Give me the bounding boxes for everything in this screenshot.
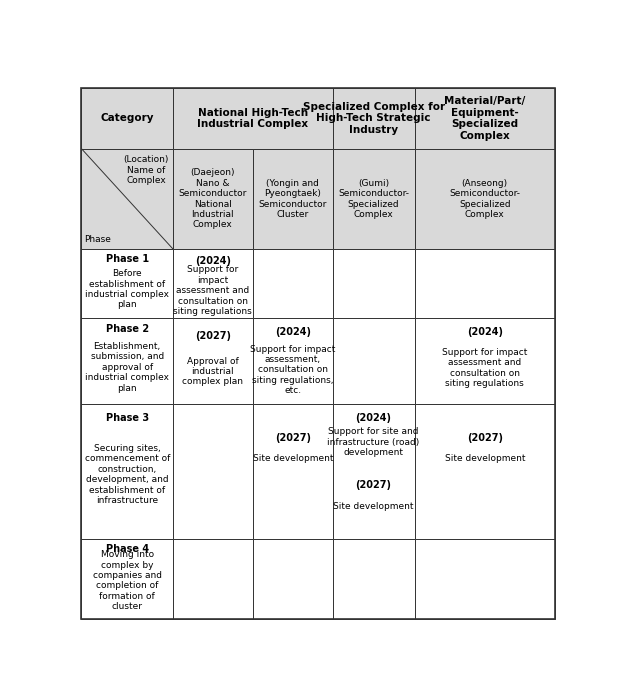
- Bar: [173, 249, 253, 318]
- Bar: [81, 540, 173, 619]
- Text: (2027): (2027): [356, 480, 392, 490]
- Text: (2027): (2027): [195, 330, 231, 341]
- Bar: [81, 148, 173, 249]
- Text: (2024): (2024): [356, 413, 392, 423]
- Text: Phase 1: Phase 1: [106, 254, 149, 265]
- Text: Site development: Site development: [333, 503, 414, 512]
- Bar: [415, 404, 555, 540]
- Text: (2027): (2027): [467, 433, 503, 443]
- Text: Material/Part/
Equipment-
Specialized
Complex: Material/Part/ Equipment- Specialized Co…: [444, 96, 525, 141]
- Text: Phase 2: Phase 2: [106, 323, 149, 334]
- Text: (2024): (2024): [195, 256, 231, 267]
- Bar: [333, 540, 414, 619]
- Text: National High-Tech
Industrial Complex: National High-Tech Industrial Complex: [197, 108, 309, 130]
- Bar: [415, 249, 555, 318]
- Bar: [415, 148, 555, 249]
- Bar: [415, 318, 555, 404]
- Text: (Location)
Name of
Complex: (Location) Name of Complex: [124, 155, 169, 185]
- Bar: [333, 318, 414, 404]
- Text: (2024): (2024): [274, 327, 310, 337]
- Text: Approval of
industrial
complex plan: Approval of industrial complex plan: [183, 357, 243, 386]
- Text: Support for impact
assessment,
consultation on
siting regulations,
etc.: Support for impact assessment, consultat…: [250, 344, 335, 395]
- Text: Support for site and
infrastructure (road)
development: Support for site and infrastructure (roa…: [327, 427, 420, 457]
- Bar: [81, 318, 173, 404]
- Text: Site development: Site development: [253, 454, 333, 463]
- Text: Support for impact
assessment and
consultation on
siting regulations: Support for impact assessment and consul…: [442, 348, 527, 388]
- Text: Phase 4: Phase 4: [106, 544, 149, 554]
- Text: Specialized Complex for
High-Tech Strategic
Industry: Specialized Complex for High-Tech Strate…: [302, 102, 445, 135]
- Bar: [81, 404, 173, 540]
- Text: Before
establishment of
industrial complex
plan: Before establishment of industrial compl…: [85, 270, 169, 309]
- Text: Site development: Site development: [445, 454, 525, 463]
- Bar: [415, 540, 555, 619]
- Text: (Anseong)
Semiconductor-
Specialized
Complex: (Anseong) Semiconductor- Specialized Com…: [449, 178, 520, 219]
- Text: Phase: Phase: [84, 234, 111, 244]
- Bar: [173, 148, 253, 249]
- Text: Category: Category: [101, 113, 154, 123]
- Text: Moving into
complex by
companies and
completion of
formation of
cluster: Moving into complex by companies and com…: [93, 550, 161, 611]
- Text: (Gumi)
Semiconductor-
Specialized
Complex: (Gumi) Semiconductor- Specialized Comple…: [338, 178, 409, 219]
- Bar: [333, 249, 414, 318]
- Bar: [333, 404, 414, 540]
- Text: (2024): (2024): [467, 327, 503, 337]
- Bar: [333, 148, 414, 249]
- Text: (Daejeon)
Nano &
Semiconductor
National
Industrial
Complex: (Daejeon) Nano & Semiconductor National …: [179, 168, 247, 230]
- Text: Support for
impact
assessment and
consultation on
siting regulations: Support for impact assessment and consul…: [173, 265, 252, 316]
- Bar: [173, 404, 253, 540]
- Text: Securing sites,
commencement of
construction,
development, and
establishment of
: Securing sites, commencement of construc…: [84, 444, 170, 505]
- Text: Establishment,
submission, and
approval of
industrial complex
plan: Establishment, submission, and approval …: [85, 342, 169, 393]
- Text: (2027): (2027): [274, 433, 310, 443]
- Bar: [253, 540, 333, 619]
- Bar: [333, 88, 414, 148]
- Bar: [81, 88, 173, 148]
- Bar: [173, 540, 253, 619]
- Bar: [253, 404, 333, 540]
- Text: (Yongin and
Pyeongtaek)
Semiconductor
Cluster: (Yongin and Pyeongtaek) Semiconductor Cl…: [258, 178, 327, 219]
- Text: Phase 3: Phase 3: [106, 413, 149, 423]
- Bar: [415, 88, 555, 148]
- Bar: [81, 249, 173, 318]
- Bar: [253, 148, 333, 249]
- Bar: [253, 249, 333, 318]
- Bar: [253, 318, 333, 404]
- Bar: [173, 88, 333, 148]
- Bar: [173, 318, 253, 404]
